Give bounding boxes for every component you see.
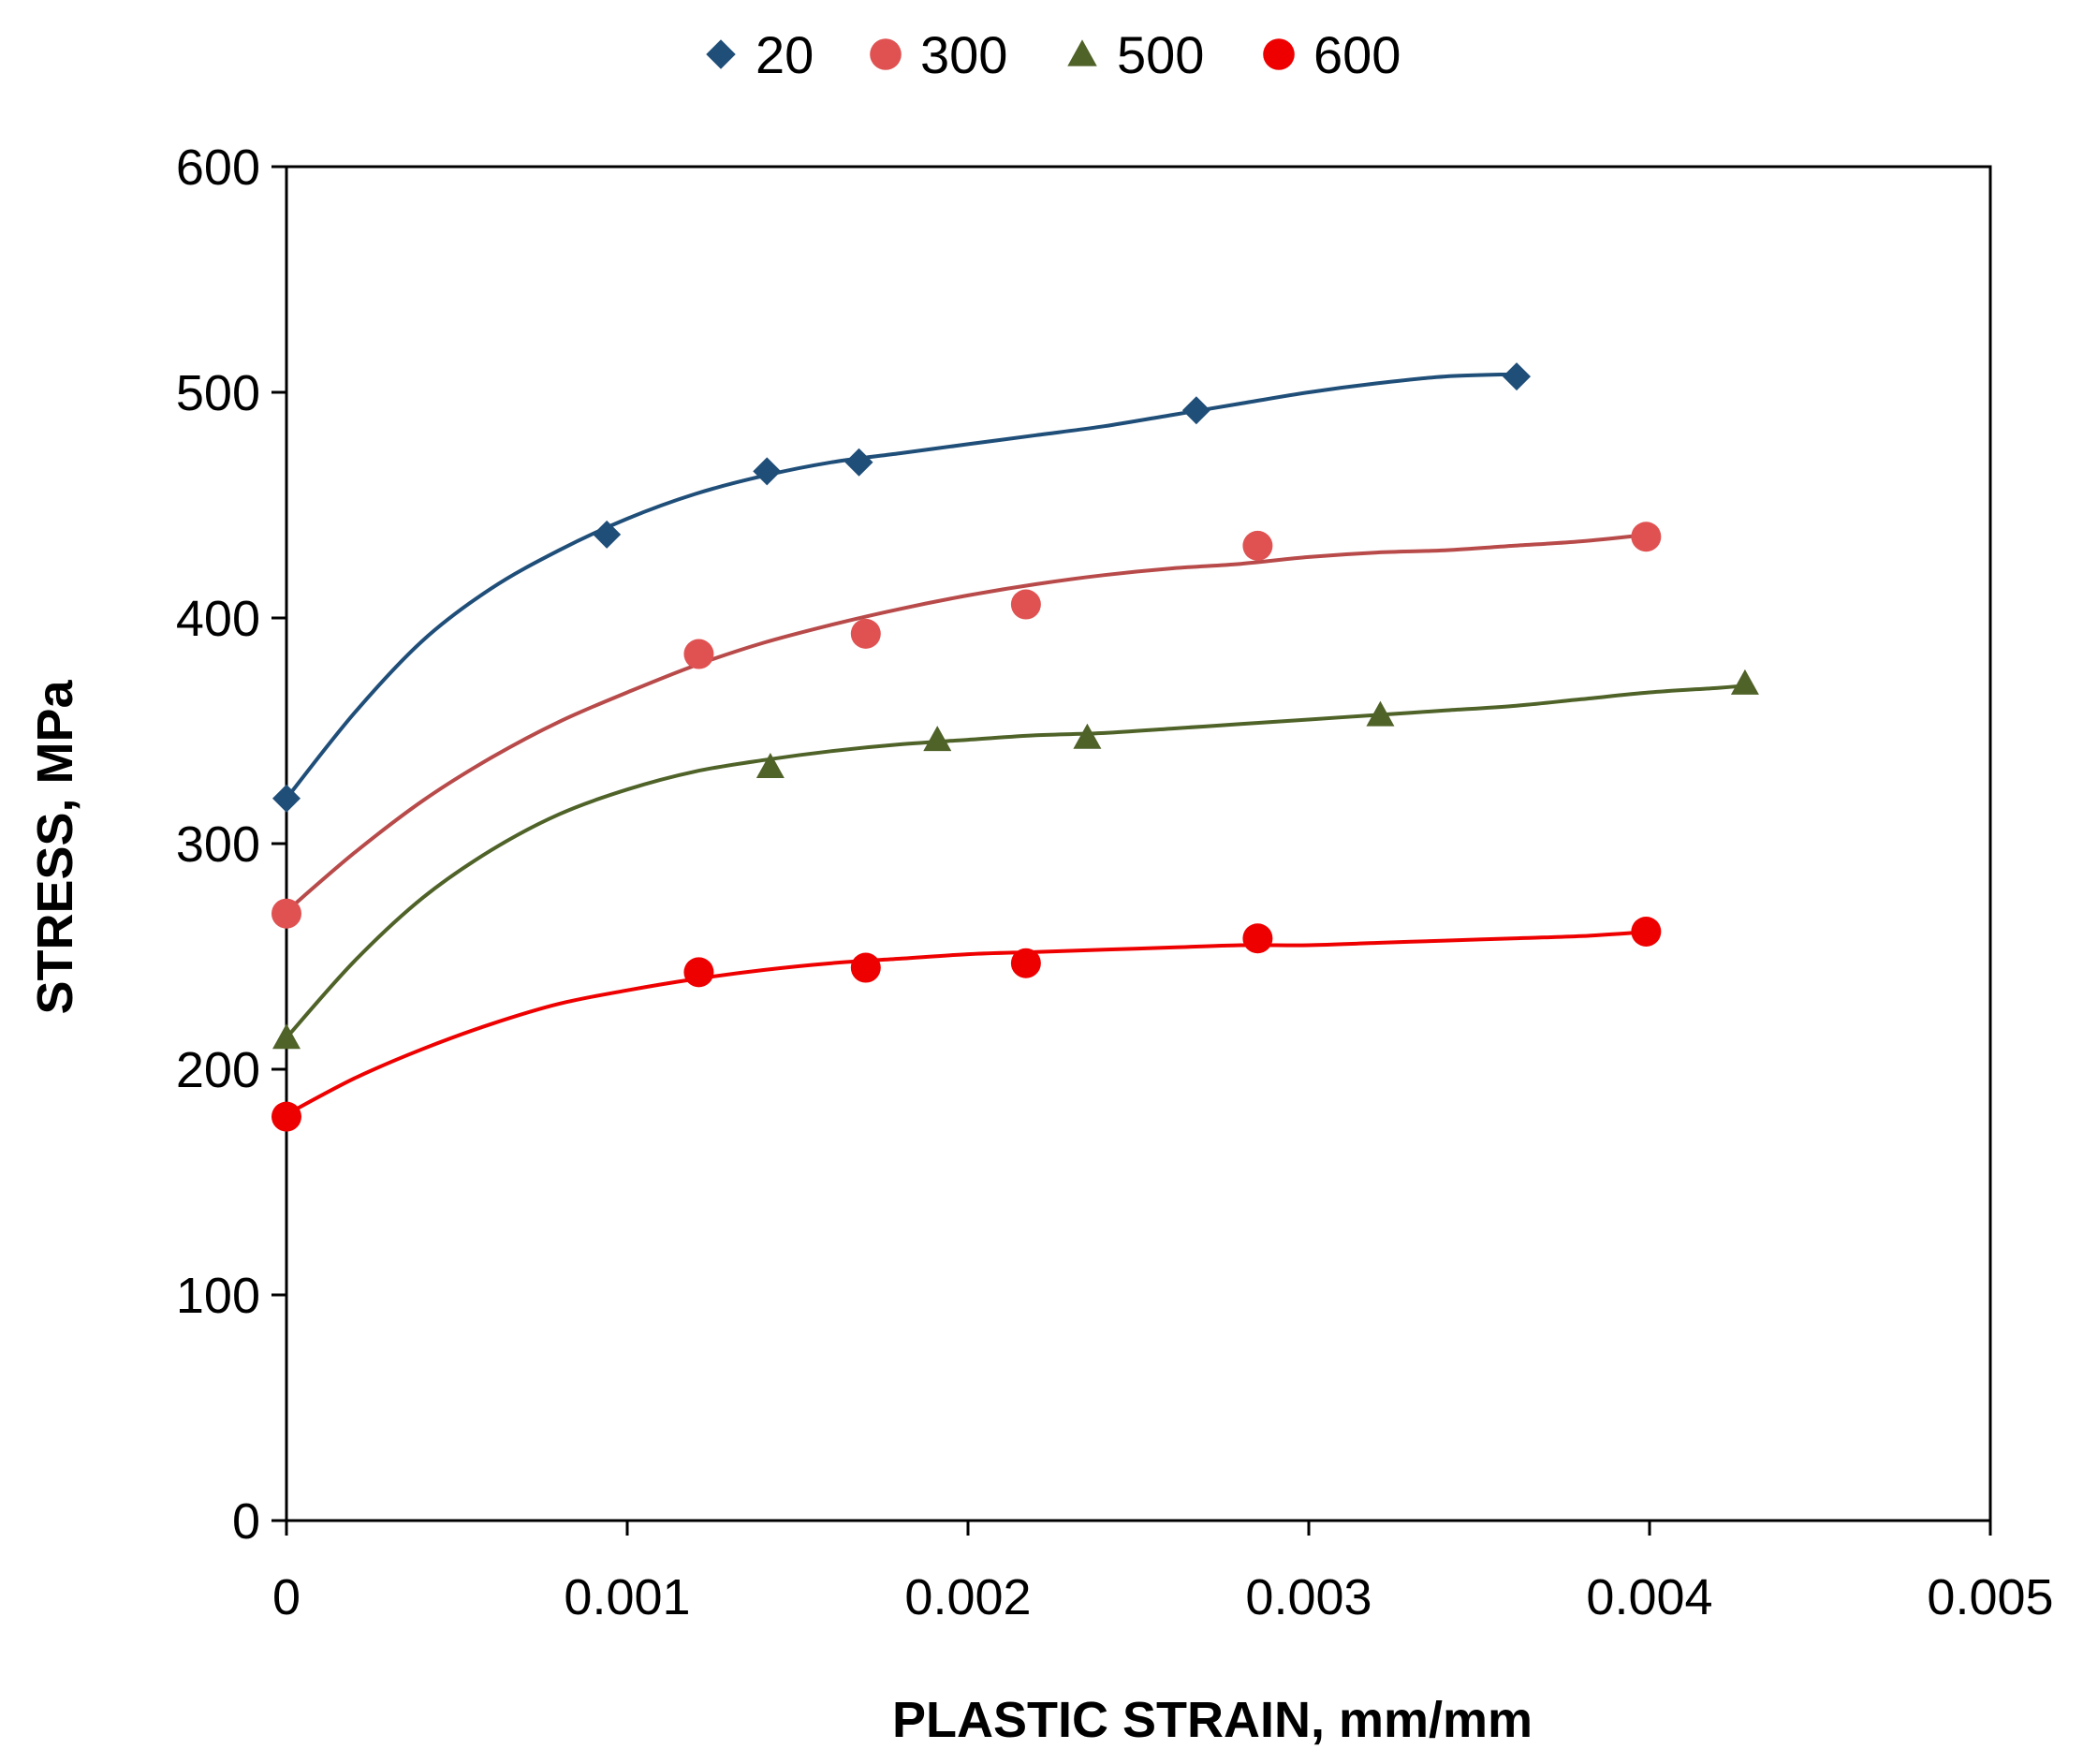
marker-layer [271, 362, 1759, 1132]
data-point-20 [272, 784, 301, 813]
plot-border [285, 165, 1992, 1522]
data-point-20 [593, 520, 622, 549]
data-point-600 [850, 952, 881, 983]
y-tick-label: 200 [176, 1042, 260, 1098]
x-axis-ticks: 0 0.001 0.002 0.003 0.004 0.005 [272, 1521, 2054, 1625]
data-point-500 [272, 1023, 301, 1050]
data-point-600 [1242, 923, 1273, 954]
x-tick-label: 0.001 [564, 1569, 690, 1625]
legend-label-20: 20 [755, 25, 814, 84]
y-axis-ticks: 0 100 200 300 400 500 600 [176, 140, 286, 1550]
x-tick-label: 0.004 [1586, 1569, 1712, 1625]
data-point-500 [1073, 723, 1102, 749]
data-point-20 [1503, 362, 1532, 391]
x-tick-label: 0.002 [904, 1569, 1031, 1625]
legend-label-600: 600 [1313, 25, 1401, 84]
trendline-600 [286, 930, 1650, 1116]
legend-label-300: 300 [920, 25, 1007, 84]
data-point-600 [683, 957, 714, 988]
y-tick-label: 500 [176, 365, 260, 421]
data-point-300 [1631, 522, 1662, 552]
data-point-600 [271, 1101, 301, 1132]
y-tick-label: 400 [176, 591, 260, 647]
legend-marker-600 [1263, 38, 1295, 70]
data-point-500 [755, 753, 785, 779]
data-point-300 [683, 639, 714, 669]
data-point-20 [753, 457, 782, 486]
y-tick-label: 0 [232, 1493, 260, 1550]
data-point-300 [1010, 589, 1041, 620]
data-point-300 [271, 898, 301, 929]
data-point-500 [1366, 700, 1395, 727]
data-point-500 [1730, 669, 1759, 695]
legend-marker-20 [706, 39, 736, 69]
data-point-500 [923, 726, 952, 752]
legend-marker-500 [1067, 39, 1097, 66]
data-point-600 [1010, 948, 1041, 978]
data-point-600 [1631, 916, 1662, 947]
y-tick-label: 100 [176, 1268, 260, 1324]
trendline-300 [285, 532, 1650, 913]
x-tick-label: 0.003 [1245, 1569, 1372, 1625]
plot-area [285, 165, 1992, 1522]
data-point-20 [1181, 396, 1210, 425]
legend-marker-300 [870, 38, 902, 70]
trendline-layer [285, 372, 1746, 1116]
y-axis-title: STRESS, MPa [27, 679, 83, 1014]
data-point-300 [1242, 530, 1273, 561]
legend-label-500: 500 [1117, 25, 1204, 84]
x-axis-title: PLASTIC STRAIN, mm/mm [892, 1692, 1533, 1748]
x-tick-label: 0.005 [1927, 1569, 2053, 1625]
y-tick-label: 600 [176, 140, 260, 196]
y-tick-label: 300 [176, 816, 260, 873]
x-tick-label: 0 [272, 1569, 301, 1625]
data-point-300 [850, 618, 881, 649]
legend: 20 300 500 600 [706, 25, 1401, 84]
trendline-500 [285, 684, 1746, 1039]
trendline-20 [285, 372, 1514, 801]
data-point-20 [844, 448, 873, 477]
